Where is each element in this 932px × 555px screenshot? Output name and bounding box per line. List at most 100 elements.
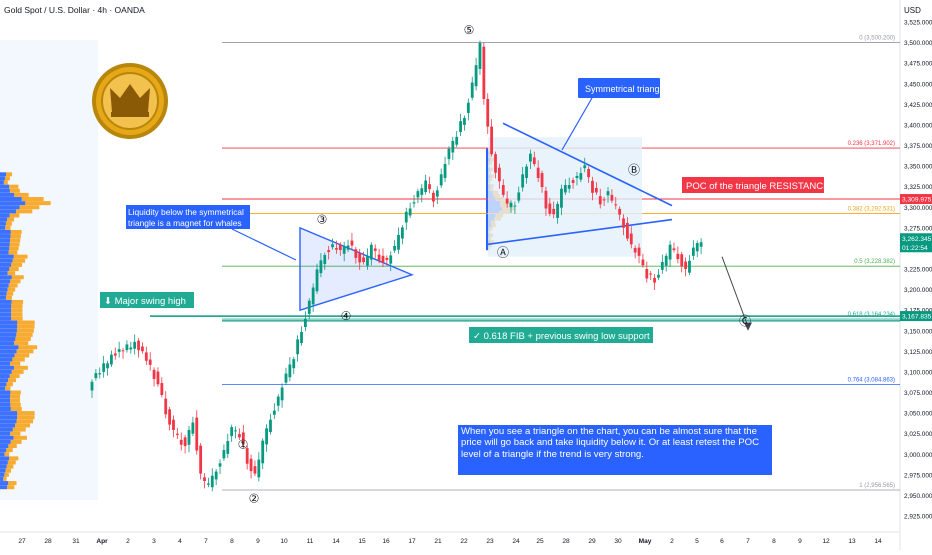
candle-body (292, 359, 296, 369)
symmetrical-triangle-callout[interactable]: Symmetrical triangle (561, 78, 667, 151)
volume-bar-orange (6, 448, 13, 453)
candle-body (435, 190, 439, 197)
candle-body (148, 359, 152, 365)
candle-body (571, 180, 575, 183)
y-tick-label: 3,000.000 (904, 452, 932, 459)
volume-bar-blue (486, 164, 489, 168)
y-tick-label: 3,300.000 (904, 205, 932, 212)
candle-body (183, 437, 187, 447)
volume-bar-orange (10, 439, 22, 444)
candle-body (548, 203, 552, 214)
candle-body (203, 477, 206, 482)
volume-bar-blue (486, 160, 490, 165)
y-tick-label: 3,150.000 (904, 328, 932, 335)
x-tick-label: 27 (18, 538, 26, 545)
volume-bar-blue (0, 234, 11, 239)
triangle-note-callout[interactable]: When you see a triangle on the chart, yo… (458, 425, 772, 476)
volume-bar-orange (7, 378, 16, 383)
candle-body (389, 255, 393, 264)
volume-bar-orange (6, 291, 14, 296)
price-badge-text: 3,167.835 (902, 314, 932, 321)
volume-bar-orange (8, 283, 18, 288)
x-tick-label: 9 (256, 538, 260, 545)
volume-bar-blue (0, 357, 13, 362)
x-tick-label: Apr (96, 538, 108, 545)
candle-body (234, 430, 237, 432)
volume-bar-orange (17, 324, 35, 329)
volume-bar-orange (17, 411, 35, 416)
volume-bar-orange (17, 320, 35, 325)
volume-bar-blue (0, 336, 16, 341)
triangle-upper-line (502, 122, 673, 207)
fib-support-callout[interactable]: ✓ 0.618 FIB + previous swing low support (469, 327, 653, 343)
y-tick-label: 3,425.000 (904, 102, 932, 109)
volume-bar-blue (0, 283, 9, 288)
volume-bar-orange (13, 254, 28, 259)
fib-label: 0.618 (3,164.234) (848, 312, 895, 318)
volume-bar-orange (4, 472, 9, 477)
volume-bar-blue (0, 262, 12, 267)
drawings (150, 122, 900, 331)
volume-bar-orange (9, 267, 19, 271)
candle-body (567, 185, 571, 189)
candle-body (672, 248, 676, 251)
volume-bar-orange (5, 221, 12, 226)
candle-body (98, 373, 102, 375)
fib-label: 1 (2,956.565) (859, 483, 895, 489)
volume-bar-orange (7, 287, 16, 292)
volume-bar-blue (0, 328, 17, 333)
x-tick-label: 5 (695, 538, 699, 545)
volume-bar-orange (6, 382, 13, 387)
candle-body (187, 429, 191, 445)
poc-resistance-callout[interactable]: POC of the triangle RESISTANCE (682, 177, 829, 193)
y-tick-label: 3,025.000 (904, 431, 932, 438)
volume-bar-blue (0, 304, 12, 309)
candle-body (629, 233, 633, 245)
volume-bar-blue (0, 378, 8, 383)
candle-body (486, 98, 490, 127)
volume-bar-blue (0, 197, 22, 202)
candle-body (346, 245, 350, 250)
volume-bar-blue (0, 308, 12, 313)
volume-bar-blue (0, 402, 11, 407)
volume-bar-orange (10, 234, 21, 239)
candle-body (660, 262, 664, 270)
volume-bar-blue (486, 230, 489, 234)
volume-bar-blue (0, 476, 4, 481)
candle-body (676, 253, 680, 260)
candle-body (412, 202, 416, 204)
fib-label: 0.764 (3,084.863) (848, 377, 895, 383)
volume-profile (0, 147, 516, 490)
candle-body (156, 371, 160, 385)
fib-label: 0.382 (3,292.531) (848, 206, 895, 212)
volume-bar-blue (0, 415, 18, 420)
volume-bar-blue (0, 382, 7, 387)
candle-body (614, 204, 618, 206)
candle-body (377, 254, 381, 261)
candle-body (536, 167, 540, 179)
volume-bar-blue (486, 154, 489, 159)
volume-bar-blue (0, 201, 26, 206)
liquidity-note-callout[interactable]: Liquidity below the symmetrical triangle… (126, 205, 297, 261)
volume-bar-orange (10, 402, 21, 407)
candle-body (583, 165, 587, 169)
candle-body (447, 148, 451, 160)
volume-bar-blue (0, 411, 18, 416)
price-axis: 3,525.000 3,500.000 3,475.000 3,450.000 3,42… (900, 20, 932, 521)
poc-resistance-label: POC of the triangle RESISTANCE (686, 181, 829, 192)
volume-bar-blue (0, 423, 16, 428)
major-swing-high-callout[interactable]: ⬇ Major swing high (100, 292, 194, 308)
wave-label: ③ (317, 213, 328, 227)
volume-bar-blue (0, 452, 5, 457)
candle-body (579, 173, 583, 180)
candle-body (591, 180, 594, 193)
candle-body (335, 248, 338, 250)
volume-bar-blue (0, 353, 15, 358)
volume-bar-orange (9, 242, 20, 247)
candle-body (137, 340, 140, 351)
candle-body (459, 121, 462, 132)
x-tick-label: 7 (204, 538, 208, 545)
volume-bar-blue (0, 472, 5, 477)
